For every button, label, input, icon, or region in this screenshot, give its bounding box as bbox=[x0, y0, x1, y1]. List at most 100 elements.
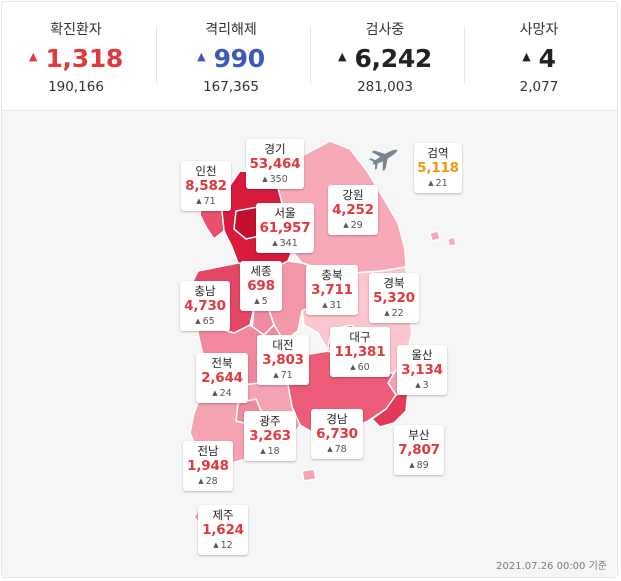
region-delta: ▲ 28 bbox=[198, 476, 218, 487]
region-name: 대구 bbox=[349, 330, 371, 344]
region-name: 경기 bbox=[264, 142, 286, 156]
region-value: 2,644 bbox=[201, 370, 243, 386]
region-delta: ▲ 3 bbox=[415, 380, 429, 391]
up-arrow-icon: ▲ bbox=[212, 389, 218, 397]
region-delta: ▲ 29 bbox=[343, 220, 363, 231]
up-arrow-icon: ▲ bbox=[322, 301, 328, 309]
region-name: 광주 bbox=[259, 414, 281, 428]
stat-label: 확진환자 bbox=[50, 22, 102, 38]
region-label-seoul[interactable]: 서울 61,957 ▲ 341 bbox=[256, 203, 314, 253]
region-delta: ▲ 350 bbox=[262, 174, 288, 185]
region-value: 4,252 bbox=[332, 202, 374, 218]
up-arrow-icon: ▲ bbox=[272, 239, 278, 247]
region-delta: ▲ 78 bbox=[327, 444, 347, 455]
region-label-chungbuk[interactable]: 충북 3,711 ▲ 31 bbox=[306, 265, 358, 315]
region-label-daegu[interactable]: 대구 11,381 ▲ 60 bbox=[330, 327, 390, 377]
up-arrow-icon: ▲ bbox=[337, 49, 347, 63]
region-label-sejong[interactable]: 세종 698 ▲ 5 bbox=[240, 261, 282, 311]
region-label-gyeonggi[interactable]: 경기 53,464 ▲ 350 bbox=[246, 139, 304, 189]
up-arrow-icon: ▲ bbox=[522, 49, 531, 63]
stat-total: 281,003 bbox=[357, 79, 413, 95]
region-value: 61,957 bbox=[259, 220, 311, 236]
region-label-daejeon[interactable]: 대전 3,803 ▲ 71 bbox=[257, 335, 309, 385]
region-delta: ▲ 5 bbox=[254, 296, 268, 307]
region-value: 1,624 bbox=[202, 522, 244, 538]
summary-stats: 확진환자 ▲ 1,318 190,166 격리해제 ▲ 990 167,365 … bbox=[2, 2, 617, 111]
region-name: 강원 bbox=[342, 188, 364, 202]
region-label-ulsan[interactable]: 울산 3,134 ▲ 3 bbox=[397, 345, 447, 395]
stat-value: 1,318 bbox=[45, 43, 124, 73]
up-arrow-icon: ▲ bbox=[196, 197, 202, 205]
region-label-jeonbuk[interactable]: 전북 2,644 ▲ 24 bbox=[196, 353, 248, 403]
region-label-gangwon[interactable]: 강원 4,252 ▲ 29 bbox=[328, 185, 378, 235]
region-value: 3,263 bbox=[249, 428, 291, 444]
region-delta: ▲ 18 bbox=[260, 446, 280, 457]
stat-label: 사망자 bbox=[519, 22, 559, 38]
region-label-quarantine[interactable]: 검역 5,118 ▲ 21 bbox=[414, 143, 462, 193]
region-label-gyeongbuk[interactable]: 경북 5,320 ▲ 22 bbox=[369, 273, 419, 323]
region-name: 세종 bbox=[250, 264, 272, 278]
region-value: 7,807 bbox=[398, 442, 440, 458]
region-value: 698 bbox=[247, 278, 275, 294]
up-arrow-icon: ▲ bbox=[260, 447, 266, 455]
basis-timestamp: 2021.07.26 00:00 기준 bbox=[496, 561, 607, 572]
region-value: 1,948 bbox=[187, 458, 229, 474]
up-arrow-icon: ▲ bbox=[197, 49, 206, 63]
up-arrow-icon: ▲ bbox=[415, 381, 421, 389]
region-shape-island bbox=[301, 468, 317, 482]
stat-label: 격리해제 bbox=[205, 22, 257, 38]
region-name: 인천 bbox=[195, 164, 217, 178]
up-arrow-icon: ▲ bbox=[198, 477, 204, 485]
stat-value: 990 bbox=[213, 43, 266, 73]
region-name: 대전 bbox=[272, 338, 294, 352]
region-name: 충북 bbox=[321, 268, 343, 282]
region-delta: ▲ 60 bbox=[350, 362, 370, 373]
up-arrow-icon: ▲ bbox=[254, 297, 260, 305]
region-label-busan[interactable]: 부산 7,807 ▲ 89 bbox=[394, 425, 444, 475]
region-name: 서울 bbox=[274, 206, 296, 220]
stat-released[interactable]: 격리해제 ▲ 990 167,365 bbox=[157, 2, 305, 110]
region-name: 전북 bbox=[211, 356, 233, 370]
region-delta: ▲ 31 bbox=[322, 300, 342, 311]
region-value: 8,582 bbox=[185, 178, 227, 194]
region-delta: ▲ 89 bbox=[409, 460, 429, 471]
region-label-jeju[interactable]: 제주 1,624 ▲ 12 bbox=[198, 505, 248, 555]
divider bbox=[156, 26, 157, 84]
region-label-jeonnam[interactable]: 전남 1,948 ▲ 28 bbox=[183, 441, 233, 491]
divider bbox=[310, 26, 311, 84]
region-name: 제주 bbox=[212, 508, 234, 522]
up-arrow-icon: ▲ bbox=[384, 309, 390, 317]
stat-confirmed[interactable]: 확진환자 ▲ 1,318 190,166 bbox=[2, 2, 150, 110]
region-map-panel: 경기 53,464 ▲ 350 인천 8,582 ▲ 71 서울 61,957 ▲ 3… bbox=[2, 111, 617, 577]
airplane-icon bbox=[369, 149, 398, 172]
stat-value: 4 bbox=[538, 43, 556, 73]
region-delta: ▲ 71 bbox=[196, 196, 216, 207]
up-arrow-icon: ▲ bbox=[409, 461, 415, 469]
region-label-chungnam[interactable]: 충남 4,730 ▲ 65 bbox=[180, 281, 230, 331]
region-delta: ▲ 24 bbox=[212, 388, 232, 399]
up-arrow-icon: ▲ bbox=[273, 371, 279, 379]
stat-total: 190,166 bbox=[48, 79, 104, 95]
region-delta: ▲ 12 bbox=[213, 540, 233, 551]
region-delta: ▲ 71 bbox=[273, 370, 293, 381]
stat-total: 167,365 bbox=[203, 79, 259, 95]
region-label-gyeongnam[interactable]: 경남 6,730 ▲ 78 bbox=[311, 409, 363, 459]
region-name: 전남 bbox=[197, 444, 219, 458]
stat-value: 6,242 bbox=[354, 43, 433, 73]
region-value: 11,381 bbox=[334, 344, 386, 360]
up-arrow-icon: ▲ bbox=[428, 179, 434, 187]
region-value: 3,134 bbox=[401, 362, 443, 378]
up-arrow-icon: ▲ bbox=[28, 49, 38, 63]
region-value: 4,730 bbox=[184, 298, 226, 314]
divider bbox=[464, 26, 465, 84]
region-label-gwangju[interactable]: 광주 3,263 ▲ 18 bbox=[244, 411, 296, 461]
stat-label: 검사중 bbox=[365, 22, 405, 38]
stat-deaths[interactable]: 사망자 ▲ 4 2,077 bbox=[465, 2, 613, 110]
region-value: 5,118 bbox=[417, 160, 459, 176]
stat-testing[interactable]: 검사중 ▲ 6,242 281,003 bbox=[311, 2, 459, 110]
region-value: 6,730 bbox=[316, 426, 358, 442]
region-label-incheon[interactable]: 인천 8,582 ▲ 71 bbox=[181, 161, 231, 211]
region-value: 3,711 bbox=[311, 282, 353, 298]
region-value: 5,320 bbox=[373, 290, 415, 306]
